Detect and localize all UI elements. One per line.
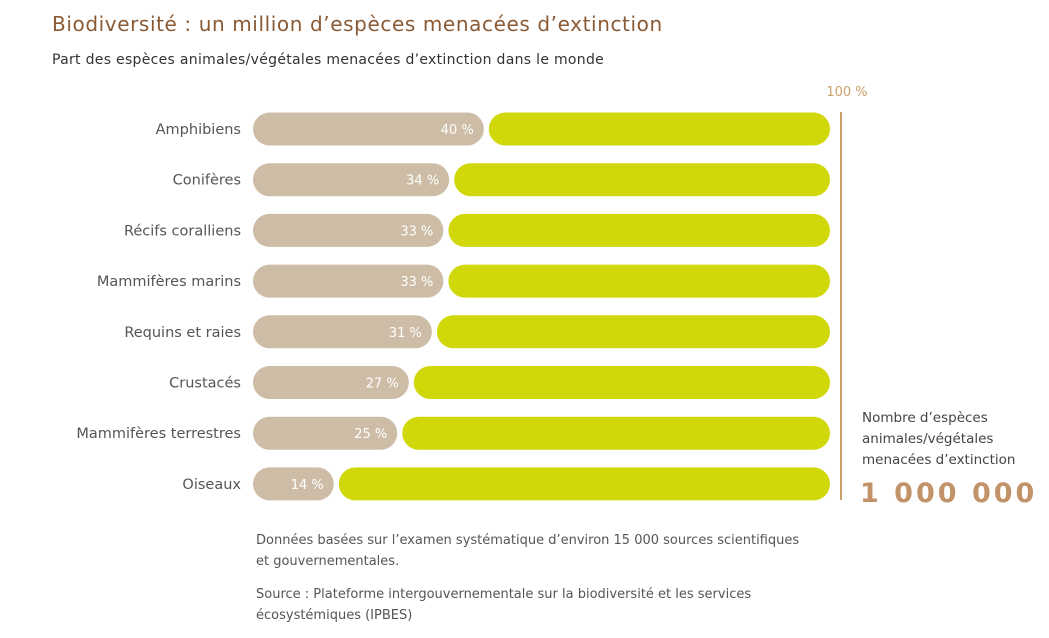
footnotes: Données basées sur l’examen systématique…: [256, 530, 816, 638]
chart-subtitle: Part des espèces animales/végétales mena…: [52, 52, 605, 68]
category-label: Récifs coralliens: [124, 223, 241, 239]
bar-threatened: [253, 315, 432, 349]
category-label: Mammifères marins: [97, 274, 241, 290]
chart-title: Biodiversité : un million d’espèces mena…: [52, 12, 663, 36]
bar-remainder: [338, 467, 830, 501]
value-label: 33 %: [400, 275, 433, 290]
bar-remainder: [448, 213, 830, 247]
bar-chart: Amphibiens 40 % Conifères 34 % Récifs corall…: [76, 85, 868, 501]
value-label: 25 %: [354, 427, 387, 442]
bar-threatened: [253, 366, 409, 399]
category-label: Conifères: [173, 173, 241, 189]
category-label: Amphibiens: [156, 122, 241, 138]
bar-remainder: [413, 366, 830, 399]
bar-remainder: [402, 416, 830, 450]
bar-threatened: [253, 416, 398, 450]
category-label: Requins et raies: [124, 325, 241, 341]
category-label: Mammifères terrestres: [76, 426, 241, 442]
category-label: Crustacés: [169, 376, 241, 392]
species-count-note: Nombre d’espèces animales/végétales mena…: [862, 410, 1016, 468]
bar-threatened: [253, 163, 450, 197]
source-text: : Plateforme intergouvernementale sur la…: [256, 587, 752, 623]
bar-threatened: [253, 213, 444, 247]
value-label: 14 %: [291, 478, 324, 493]
species-count-number: 1 000 000: [860, 478, 1038, 509]
category-label: Oiseaux: [182, 477, 241, 493]
value-label: 31 %: [389, 326, 422, 341]
bar-threatened: [253, 467, 334, 501]
bar-threatened: [253, 112, 484, 146]
value-label: 27 %: [366, 377, 399, 392]
value-label: 40 %: [441, 123, 474, 138]
bar-threatened: [253, 264, 444, 298]
source-label: Source: [256, 587, 301, 602]
bar-remainder: [436, 315, 830, 349]
bar-remainder: [454, 163, 830, 197]
value-label: 33 %: [400, 224, 433, 239]
value-label: 34 %: [406, 174, 439, 189]
bar-remainder: [488, 112, 830, 146]
bar-remainder: [448, 264, 830, 298]
source-note: Source : Plateforme intergouvernementale…: [256, 584, 816, 626]
data-basis-note: Données basées sur l’examen systématique…: [256, 533, 800, 569]
bars-layer: Amphibiens 40 % Conifères 34 % Récifs corall…: [76, 112, 830, 501]
hundred-percent-label: 100 %: [826, 85, 867, 100]
